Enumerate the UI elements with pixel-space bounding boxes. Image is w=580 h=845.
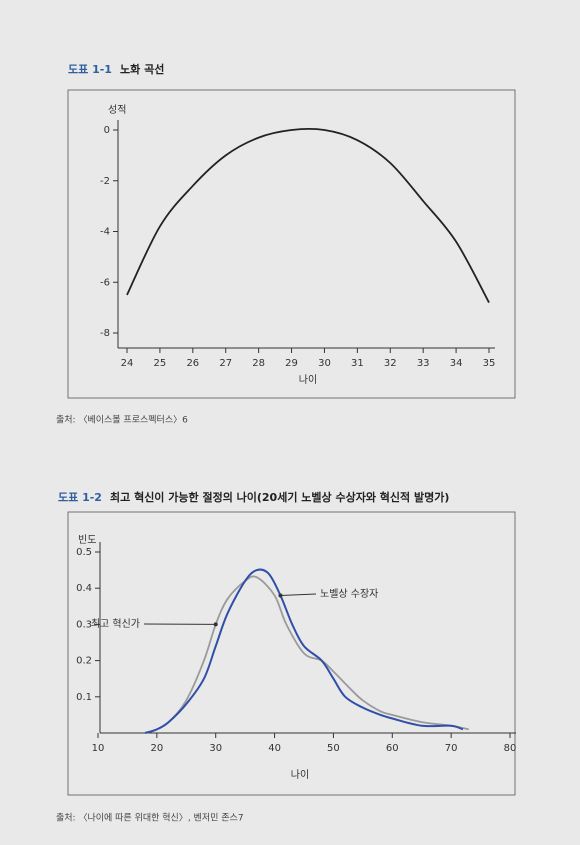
y-tick-label: -4 (100, 227, 110, 238)
x-tick-label: 32 (384, 358, 397, 369)
x-tick-label: 30 (209, 743, 222, 754)
y-tick-label: 0.4 (76, 583, 92, 594)
x-tick-label: 29 (285, 358, 298, 369)
frame (67, 511, 516, 796)
x-tick-label: 35 (483, 358, 496, 369)
y-tick-label: -8 (100, 328, 110, 339)
x-axis-label: 나이 (299, 374, 317, 386)
source-note: 출처: 〈나이에 따른 위대한 혁신〉, 벤저민 존스7 (56, 812, 244, 824)
y-tick-label: -2 (100, 176, 110, 187)
x-tick-label: 25 (154, 358, 167, 369)
series-label: 노벨상 수장자 (320, 588, 378, 600)
y-tick-label: 0.1 (76, 692, 92, 703)
x-tick-label: 26 (186, 358, 199, 369)
x-tick-label: 31 (351, 358, 364, 369)
y-tick-label: 0.3 (76, 619, 92, 630)
x-tick-label: 80 (504, 743, 517, 754)
y-tick-label: -6 (100, 277, 110, 288)
series-label: 최고 혁신가 (91, 618, 140, 630)
series-line (144, 568, 464, 734)
leader (280, 593, 317, 596)
y-tick-label: 0 (104, 125, 110, 136)
y-tick-label: 0.2 (76, 656, 92, 667)
x-tick-label: 33 (417, 358, 430, 369)
series-line (126, 127, 490, 303)
x-tick-label: 28 (252, 358, 265, 369)
x-tick-label: 10 (92, 743, 105, 754)
chart-title: 노화 곡선 (120, 62, 164, 76)
frame (67, 89, 516, 399)
leader-dot (278, 593, 283, 598)
figure-label: 도표 1-2 (58, 491, 102, 504)
x-tick-label: 34 (450, 358, 463, 369)
x-tick-label: 20 (150, 743, 163, 754)
series-line (144, 575, 469, 734)
x-tick-label: 24 (121, 358, 134, 369)
leader-dot (213, 622, 218, 627)
x-tick-label: 27 (219, 358, 232, 369)
y-tick-label: 0.5 (76, 547, 92, 558)
y-axis-label: 빈도 (78, 534, 96, 546)
y-axis-label: 성적 (108, 104, 126, 116)
x-axis-label: 나이 (291, 769, 309, 781)
x-tick-label: 60 (386, 743, 399, 754)
x-tick-label: 30 (318, 358, 331, 369)
x-tick-label: 40 (268, 743, 281, 754)
chart-title: 최고 혁신이 가능한 절정의 나이(20세기 노벨상 수상자와 혁신적 발명가) (110, 490, 449, 504)
source-note: 출처: 〈베이스볼 프로스펙터스〉6 (56, 414, 188, 426)
figure-label: 도표 1-1 (68, 63, 112, 76)
x-tick-label: 50 (327, 743, 340, 754)
x-tick-label: 70 (445, 743, 458, 754)
